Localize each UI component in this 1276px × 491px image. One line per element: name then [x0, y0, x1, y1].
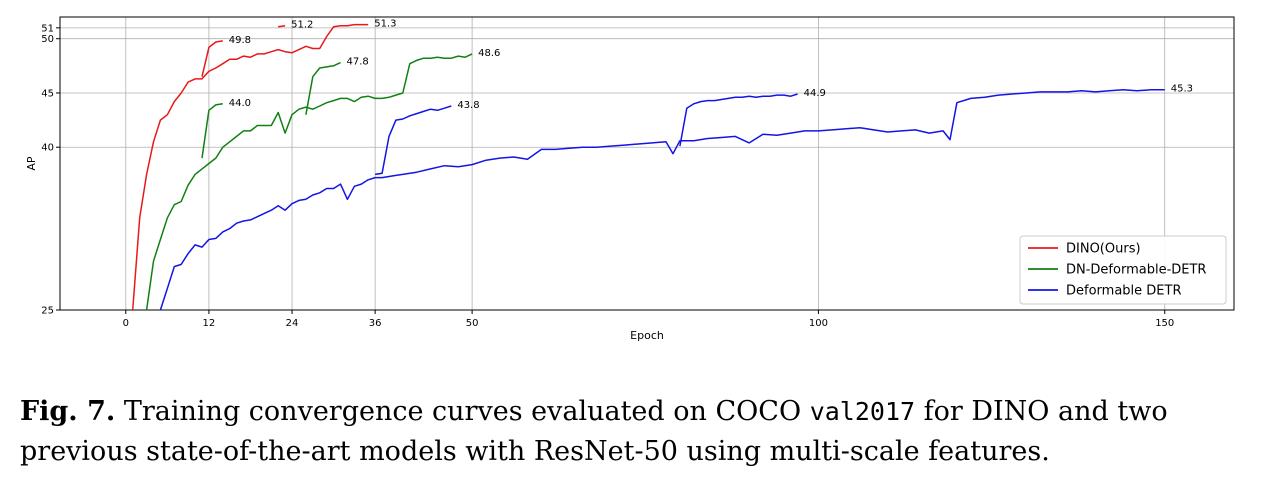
y-tick-label: 45 — [41, 88, 54, 99]
caption-text-before: Training convergence curves evaluated on… — [115, 396, 810, 427]
x-axis-label: Epoch — [630, 329, 664, 342]
legend-box — [1019, 235, 1227, 305]
x-tick-label: 12 — [203, 318, 216, 329]
series-line-dn-deformable-detr — [145, 53, 473, 311]
series-group — [131, 23, 1165, 311]
y-tick-label: 51 — [41, 23, 54, 34]
legend-label: Deformable DETR — [1066, 284, 1181, 299]
y-tick-label: 40 — [41, 143, 54, 154]
end-labels: 51.3 49.8 51.2 48.6 44.0 47.8 45.3 43.8 44.9 — [229, 19, 1193, 111]
caption-text-after: for DINO and two previous state-of-the-a… — [20, 396, 1168, 467]
series-line-dn-deformable-detr — [201, 103, 223, 159]
end-value-label: 47.8 — [347, 57, 369, 68]
x-tick-label: 36 — [369, 318, 382, 329]
series-line-deformable-detr — [679, 93, 798, 147]
figure-caption: Fig. 7. Training convergence curves eval… — [20, 392, 1260, 472]
end-value-label: 45.3 — [1171, 84, 1193, 95]
x-tick-label: 24 — [286, 318, 299, 329]
legend-label: DN-Deformable-DETR — [1066, 263, 1206, 278]
end-value-label: 51.3 — [374, 19, 396, 30]
end-value-label: 49.8 — [229, 35, 251, 46]
y-axis-label: AP — [25, 156, 38, 171]
end-value-label: 51.2 — [291, 20, 313, 31]
end-value-label: 44.9 — [804, 88, 826, 99]
x-axis: 0 12 24 36 50 100 150 — [123, 310, 1174, 329]
x-tick-label: 100 — [809, 318, 828, 329]
series-line-deformable-detr — [374, 105, 452, 176]
series-line-dino-ours — [201, 40, 223, 77]
caption-code: val2017 — [809, 397, 916, 426]
series-line-dino-ours — [131, 23, 369, 311]
y-tick-label: 50 — [41, 34, 54, 45]
caption-label: Fig. 7. — [20, 396, 116, 427]
legend-label: DINO(Ours) — [1066, 242, 1141, 257]
x-tick-label: 150 — [1155, 318, 1174, 329]
series-line-dino-ours — [278, 24, 286, 28]
series-line-deformable-detr — [159, 88, 1165, 311]
legend: DINO(Ours) DN-Deformable-DETR Deformable D… — [1019, 235, 1227, 305]
grid-lines — [60, 17, 1234, 311]
end-value-label: 48.6 — [478, 48, 500, 59]
end-value-label: 43.8 — [457, 100, 479, 111]
plot-frame — [59, 16, 1235, 311]
end-value-label: 44.0 — [229, 98, 251, 109]
series-line-dn-deformable-detr — [305, 61, 341, 115]
x-tick-label: 0 — [123, 318, 129, 329]
y-tick-label: 25 — [41, 306, 54, 317]
x-tick-label: 50 — [466, 318, 479, 329]
